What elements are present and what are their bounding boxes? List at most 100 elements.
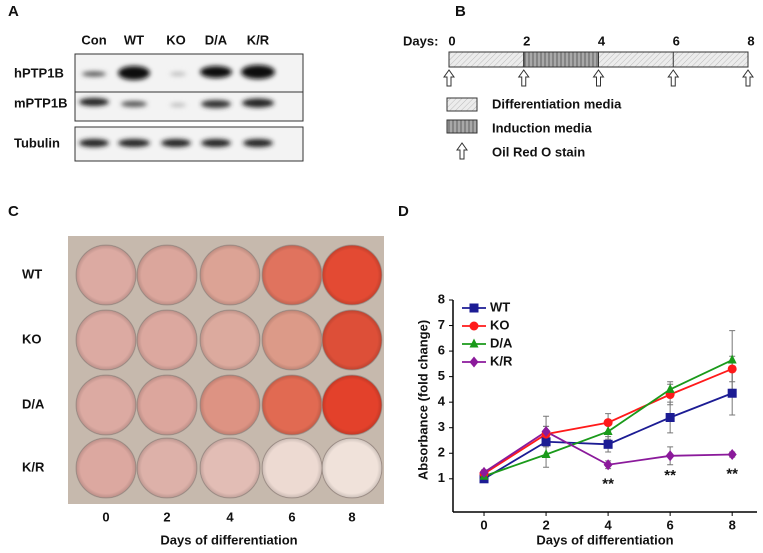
well-shade	[262, 375, 322, 435]
y-tick-label: 2	[438, 445, 445, 460]
legend-swatch	[446, 119, 478, 134]
column-label: WT	[124, 32, 144, 47]
well-shade	[262, 245, 322, 305]
marker	[727, 354, 737, 364]
y-tick-label: 5	[438, 368, 445, 383]
x-tick-label: 0	[480, 517, 487, 532]
marker	[603, 439, 613, 449]
significance: **	[664, 467, 676, 484]
well-shade	[76, 375, 136, 435]
marker	[469, 303, 479, 313]
column-label: Con	[81, 32, 106, 47]
well-shade	[200, 375, 260, 435]
column-label: KO	[166, 32, 186, 47]
well-shade	[200, 438, 260, 498]
well-shade	[200, 310, 260, 370]
days-label: Days:	[403, 33, 438, 48]
blot-box	[74, 91, 304, 122]
marker	[603, 418, 613, 428]
significance: **	[726, 465, 738, 482]
significance: **	[602, 476, 614, 493]
well-shade	[76, 310, 136, 370]
panel-a: A Con WT KO D/A K/R hPTP1B mPTP1B Tubulin	[8, 3, 304, 162]
stain-arrow	[592, 69, 605, 87]
panel-label: B	[455, 3, 466, 20]
legend-label: Oil Red O stain	[492, 144, 585, 159]
bands	[79, 65, 275, 147]
well-shade	[76, 245, 136, 305]
row-label: mPTP1B	[14, 95, 67, 110]
column-label: D/A	[205, 32, 228, 47]
panel-b: B Days: 0 2 4 6 8 Differentiation media Induct…	[403, 3, 755, 160]
panel-label: C	[8, 203, 19, 220]
well-shade	[137, 310, 197, 370]
panel-c: C Days of differentiation WT KO D/A K/R 0 2 4 6…	[8, 203, 384, 547]
well-shade	[200, 245, 260, 305]
marker	[665, 450, 675, 462]
marker	[541, 426, 551, 438]
y-tick-label: 8	[438, 291, 445, 306]
marker	[665, 383, 675, 393]
marker	[541, 437, 551, 447]
column-label: 6	[288, 509, 295, 524]
well-shade	[262, 310, 322, 370]
day-label: 4	[598, 33, 606, 48]
marker	[727, 449, 737, 461]
marker	[665, 412, 675, 422]
y-axis-label: Absorbance (fold change)	[415, 320, 430, 480]
stain-arrow	[443, 69, 455, 87]
x-tick-label: 8	[729, 517, 736, 532]
well-shade	[137, 375, 197, 435]
x-tick-label: 2	[542, 517, 549, 532]
legend-label: Induction media	[492, 120, 592, 135]
legend-label: WT	[490, 299, 510, 314]
well-shade	[322, 375, 382, 435]
well-shade	[322, 310, 382, 370]
row-label: WT	[22, 266, 42, 281]
column-label: 0	[102, 509, 109, 524]
stain-arrow	[667, 69, 680, 87]
well-shade	[262, 438, 322, 498]
legend-label: Differentiation media	[492, 96, 622, 111]
well-shade	[137, 245, 197, 305]
marker	[727, 388, 737, 398]
marker	[727, 364, 737, 374]
y-tick-label: 4	[438, 394, 446, 409]
panel-d: D Absorbance (fold change) Days of diffe…	[398, 203, 757, 547]
legend-arrow	[456, 142, 468, 160]
x-axis-label: Days of differentiation	[160, 532, 297, 547]
x-tick-label: 6	[667, 517, 674, 532]
row-label: KO	[22, 331, 42, 346]
well-shade	[322, 245, 382, 305]
well-shade	[76, 438, 136, 498]
stain-arrow	[517, 69, 530, 87]
y-tick-label: 6	[438, 343, 445, 358]
marker	[603, 426, 613, 436]
column-label: K/R	[247, 32, 270, 47]
marker	[603, 459, 613, 471]
row-label: Tubulin	[14, 135, 60, 150]
column-label: 4	[226, 509, 234, 524]
y-tick-label: 7	[438, 317, 445, 332]
x-tick-label: 4	[604, 517, 612, 532]
row-label: D/A	[22, 396, 45, 411]
column-label: 8	[348, 509, 355, 524]
marker	[479, 466, 489, 478]
row-label: K/R	[22, 459, 45, 474]
x-axis-label: Days of differentiation	[536, 532, 673, 547]
induction-segment	[523, 51, 599, 68]
panel-label: D	[398, 203, 409, 220]
marker	[469, 356, 479, 368]
day-label: 0	[448, 33, 455, 48]
marker	[541, 449, 551, 459]
legend-label: K/R	[490, 353, 513, 368]
y-tick-label: 1	[438, 470, 445, 485]
marker	[469, 338, 479, 348]
legend-swatch	[446, 97, 478, 112]
column-label: 2	[163, 509, 170, 524]
marker	[469, 321, 479, 331]
panel-label: A	[8, 3, 19, 20]
legend-label: D/A	[490, 335, 513, 350]
y-tick-label: 3	[438, 419, 445, 434]
